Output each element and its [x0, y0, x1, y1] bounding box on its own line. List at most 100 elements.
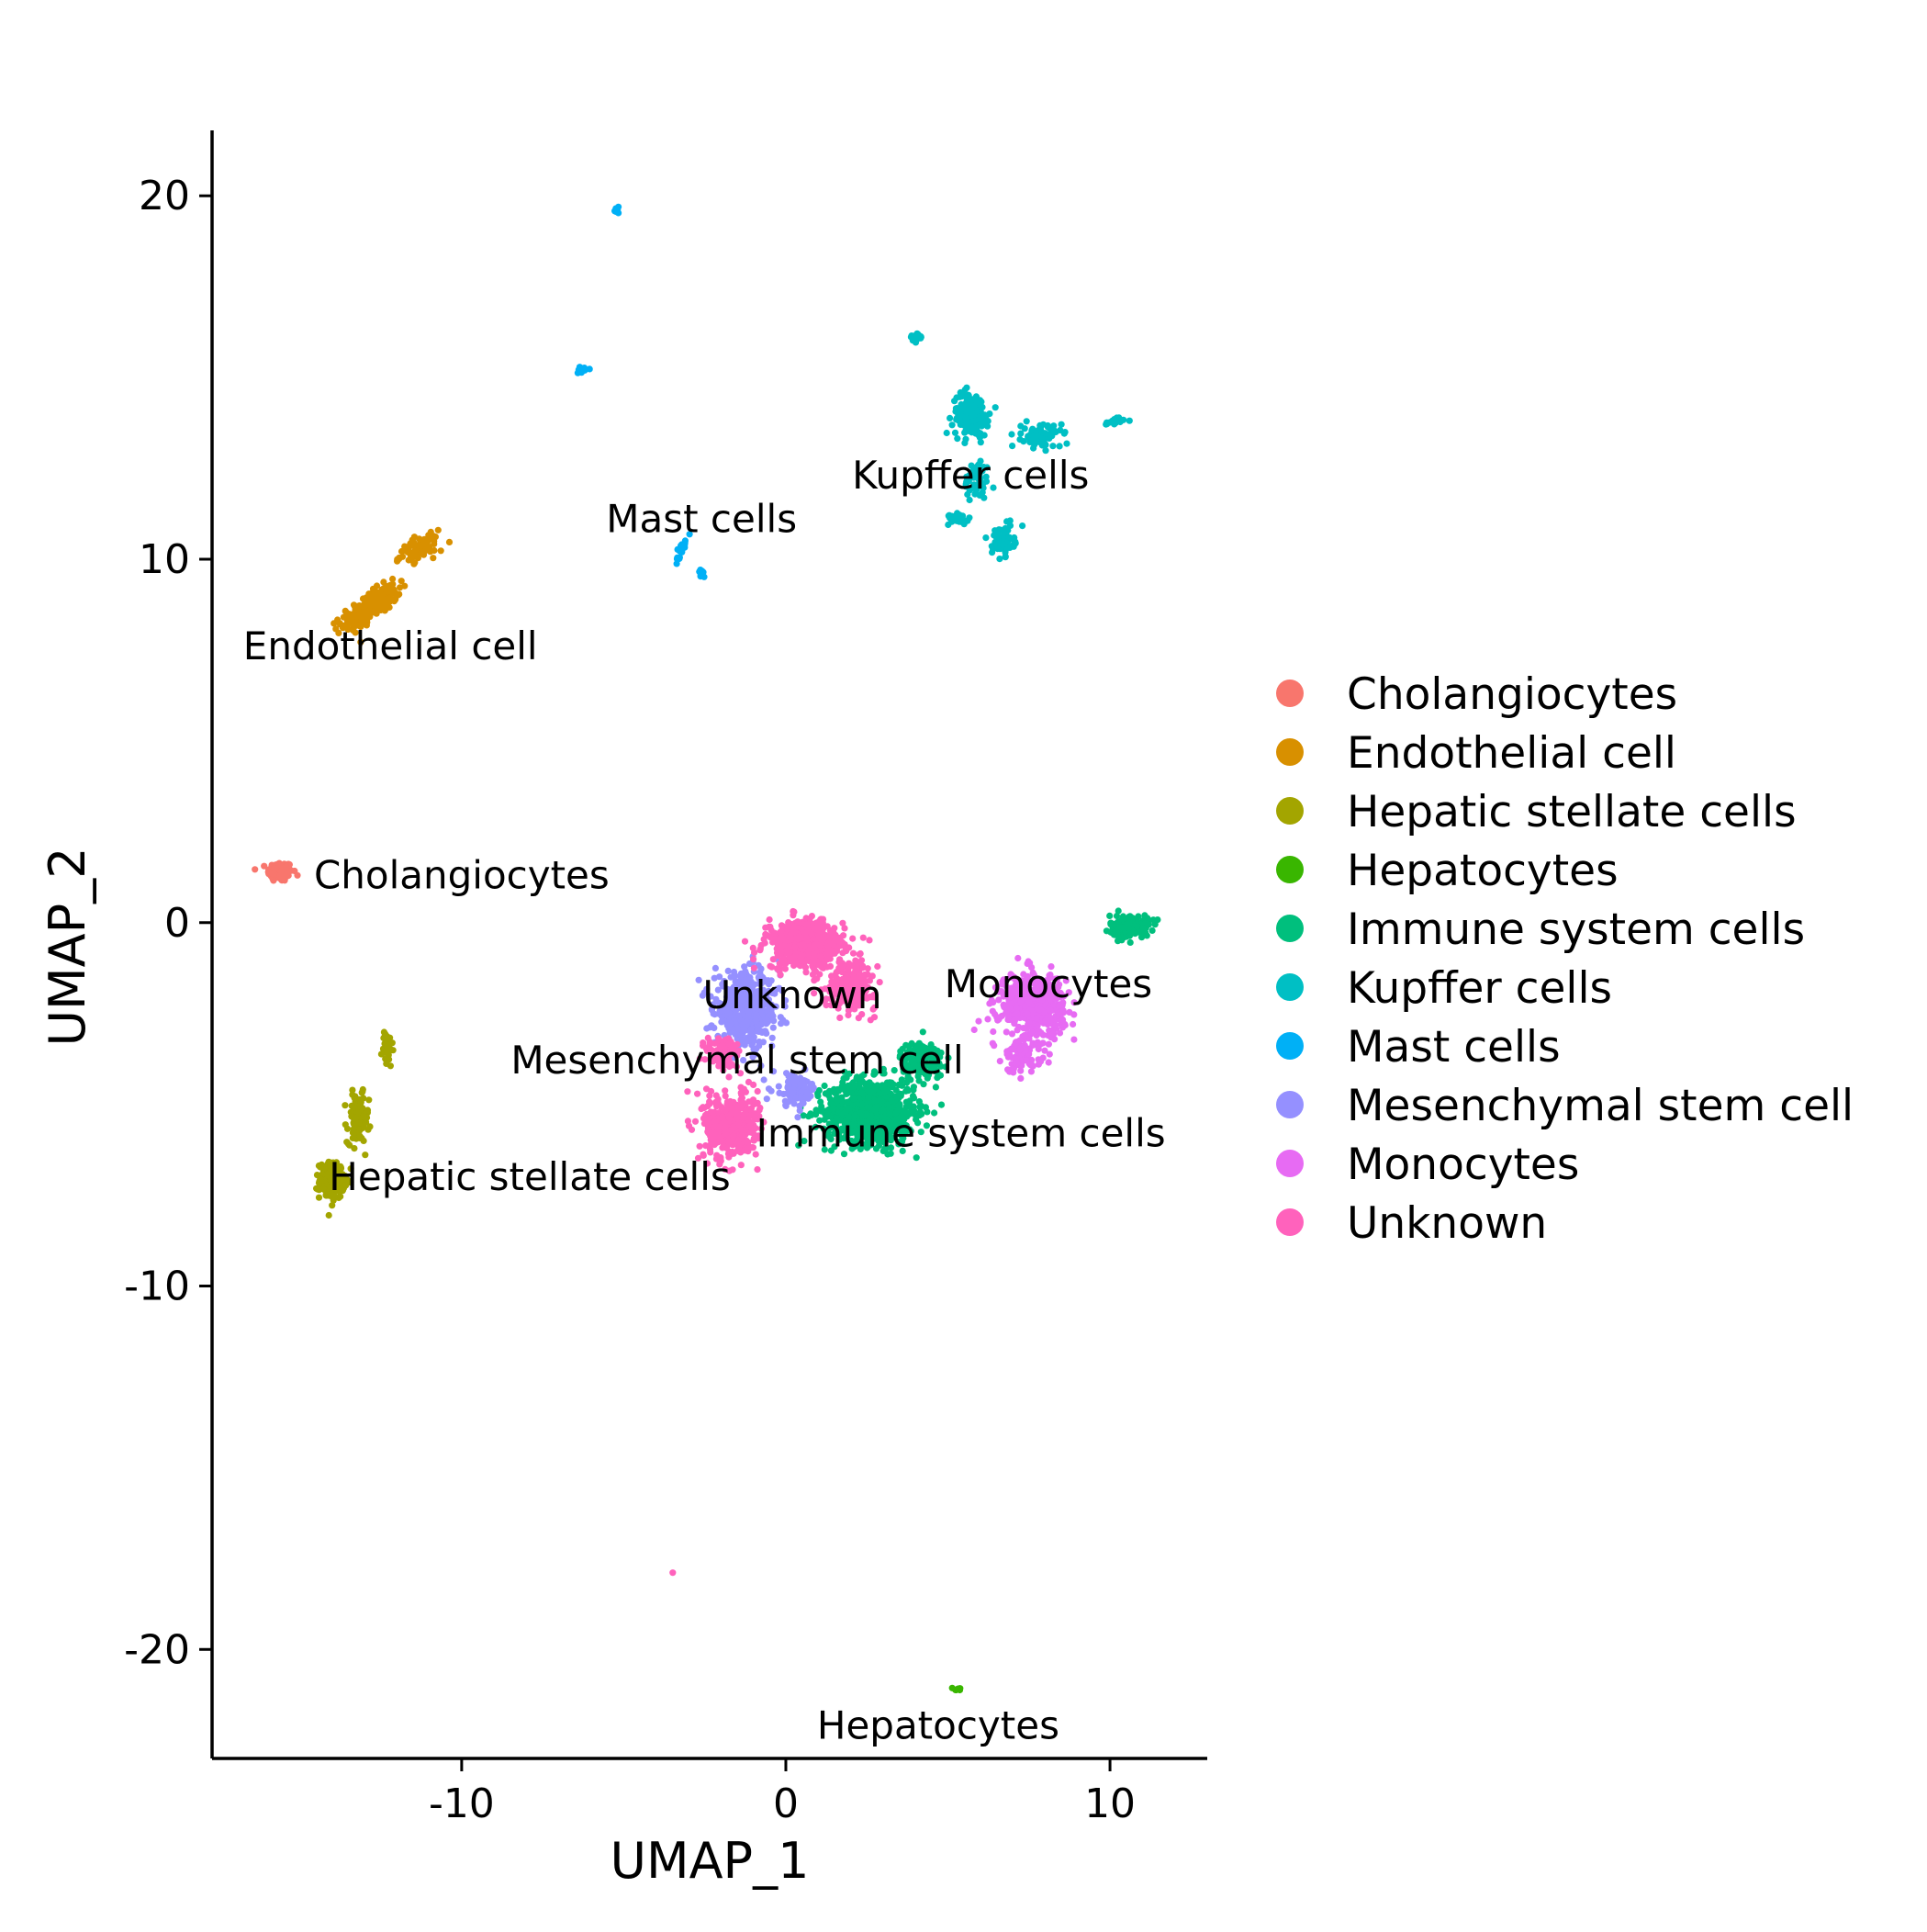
data-point — [837, 963, 845, 971]
series-mast-cells — [574, 203, 708, 580]
data-point — [998, 988, 1005, 995]
data-point — [881, 1088, 889, 1095]
data-point — [819, 918, 826, 927]
data-point — [342, 1102, 349, 1109]
data-point — [722, 1087, 729, 1095]
data-point — [331, 1192, 338, 1200]
data-point — [349, 1091, 356, 1098]
data-point — [417, 542, 424, 549]
data-point — [1046, 995, 1054, 1003]
data-point — [870, 1086, 879, 1094]
data-point — [865, 1094, 872, 1101]
data-point — [1012, 982, 1020, 989]
data-point — [945, 521, 952, 529]
data-point — [394, 557, 401, 565]
data-point — [866, 1122, 873, 1129]
data-point — [684, 1118, 692, 1125]
data-point — [990, 999, 997, 1006]
data-point — [1058, 421, 1065, 428]
data-point — [937, 1101, 946, 1108]
data-point — [343, 614, 351, 622]
data-point — [896, 1052, 904, 1060]
data-point — [784, 926, 791, 933]
data-point — [700, 568, 707, 576]
data-point — [870, 1068, 879, 1075]
data-point — [875, 1137, 882, 1144]
data-point — [762, 994, 769, 1002]
data-point — [895, 1081, 902, 1088]
data-point — [1054, 975, 1061, 983]
data-point — [874, 962, 881, 971]
data-point — [823, 963, 831, 971]
data-point — [859, 934, 867, 941]
data-point — [913, 332, 920, 340]
data-point — [911, 1106, 918, 1115]
data-point — [330, 1165, 338, 1173]
data-point — [823, 956, 832, 963]
data-point — [437, 547, 444, 555]
data-point — [737, 1084, 745, 1091]
data-point — [1056, 1002, 1063, 1009]
data-point — [1133, 923, 1140, 930]
data-point — [353, 622, 360, 629]
data-point — [841, 1068, 848, 1075]
data-point — [747, 1105, 756, 1112]
data-point — [741, 977, 748, 984]
data-point — [1010, 1069, 1017, 1076]
data-point — [1011, 987, 1018, 994]
data-point — [276, 872, 284, 880]
data-point — [741, 963, 748, 971]
data-point — [354, 1109, 362, 1117]
data-point — [761, 939, 768, 947]
data-point — [329, 1202, 336, 1209]
data-point — [727, 997, 734, 1005]
data-point — [790, 954, 798, 961]
data-point — [754, 1005, 761, 1013]
data-point — [252, 866, 259, 873]
data-point — [798, 951, 805, 959]
data-point — [696, 1142, 703, 1150]
series-hepatic-stellate-cells — [313, 1028, 397, 1219]
data-point — [350, 1126, 357, 1133]
data-point — [714, 1129, 722, 1136]
data-point — [999, 981, 1006, 988]
data-point — [733, 1113, 741, 1120]
points-layer — [252, 203, 1161, 1694]
data-point — [840, 932, 847, 939]
data-point — [746, 973, 754, 982]
data-point — [823, 1127, 830, 1134]
data-point — [966, 496, 973, 504]
data-point — [1014, 954, 1022, 962]
data-point — [1059, 1007, 1067, 1015]
data-point — [711, 974, 718, 982]
data-point — [812, 1106, 820, 1114]
data-point — [935, 1060, 943, 1067]
data-point — [373, 602, 380, 610]
data-point — [752, 1017, 760, 1025]
data-point — [781, 1003, 789, 1010]
data-point — [724, 1098, 732, 1106]
data-point — [1019, 522, 1026, 530]
data-point — [363, 622, 370, 629]
data-point — [849, 1079, 857, 1086]
data-point — [797, 934, 804, 942]
data-point — [929, 1061, 936, 1069]
data-point — [1026, 1061, 1034, 1069]
data-point — [892, 1116, 900, 1123]
data-point — [1017, 430, 1025, 437]
data-point — [815, 935, 823, 942]
data-point — [706, 1024, 713, 1031]
data-point — [1029, 425, 1036, 432]
data-point — [865, 1128, 872, 1135]
data-point — [695, 976, 702, 983]
data-point — [855, 1142, 863, 1150]
data-point — [953, 394, 960, 401]
series-unknown — [669, 907, 883, 1577]
data-point — [812, 1123, 819, 1130]
data-point — [745, 1013, 752, 1020]
data-point — [1032, 980, 1039, 987]
data-point — [726, 1024, 734, 1032]
data-point — [1036, 1006, 1044, 1014]
data-point — [1047, 981, 1054, 988]
data-point — [830, 928, 837, 936]
